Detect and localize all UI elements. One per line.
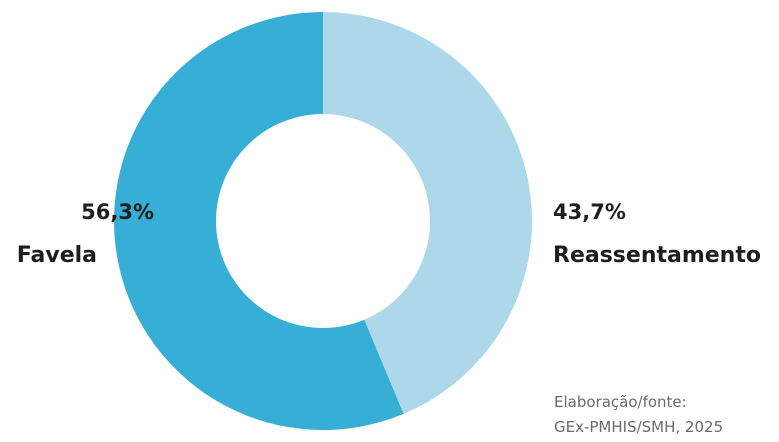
reassentamento-category-label: Reassentamento: [553, 243, 761, 268]
reassentamento-percent-label: 43,7%: [553, 200, 626, 224]
favela-category-label: Favela: [16, 243, 97, 268]
favela-percent-label: 56,3%: [81, 200, 154, 224]
donut-slice-favela: [113, 12, 404, 430]
donut-slice-reassentamento: [323, 12, 532, 414]
source-note-line-1: Elaboração/fonte:: [554, 393, 687, 411]
source-note-line-2: GEx-PMHIS/SMH, 2025: [554, 418, 724, 436]
